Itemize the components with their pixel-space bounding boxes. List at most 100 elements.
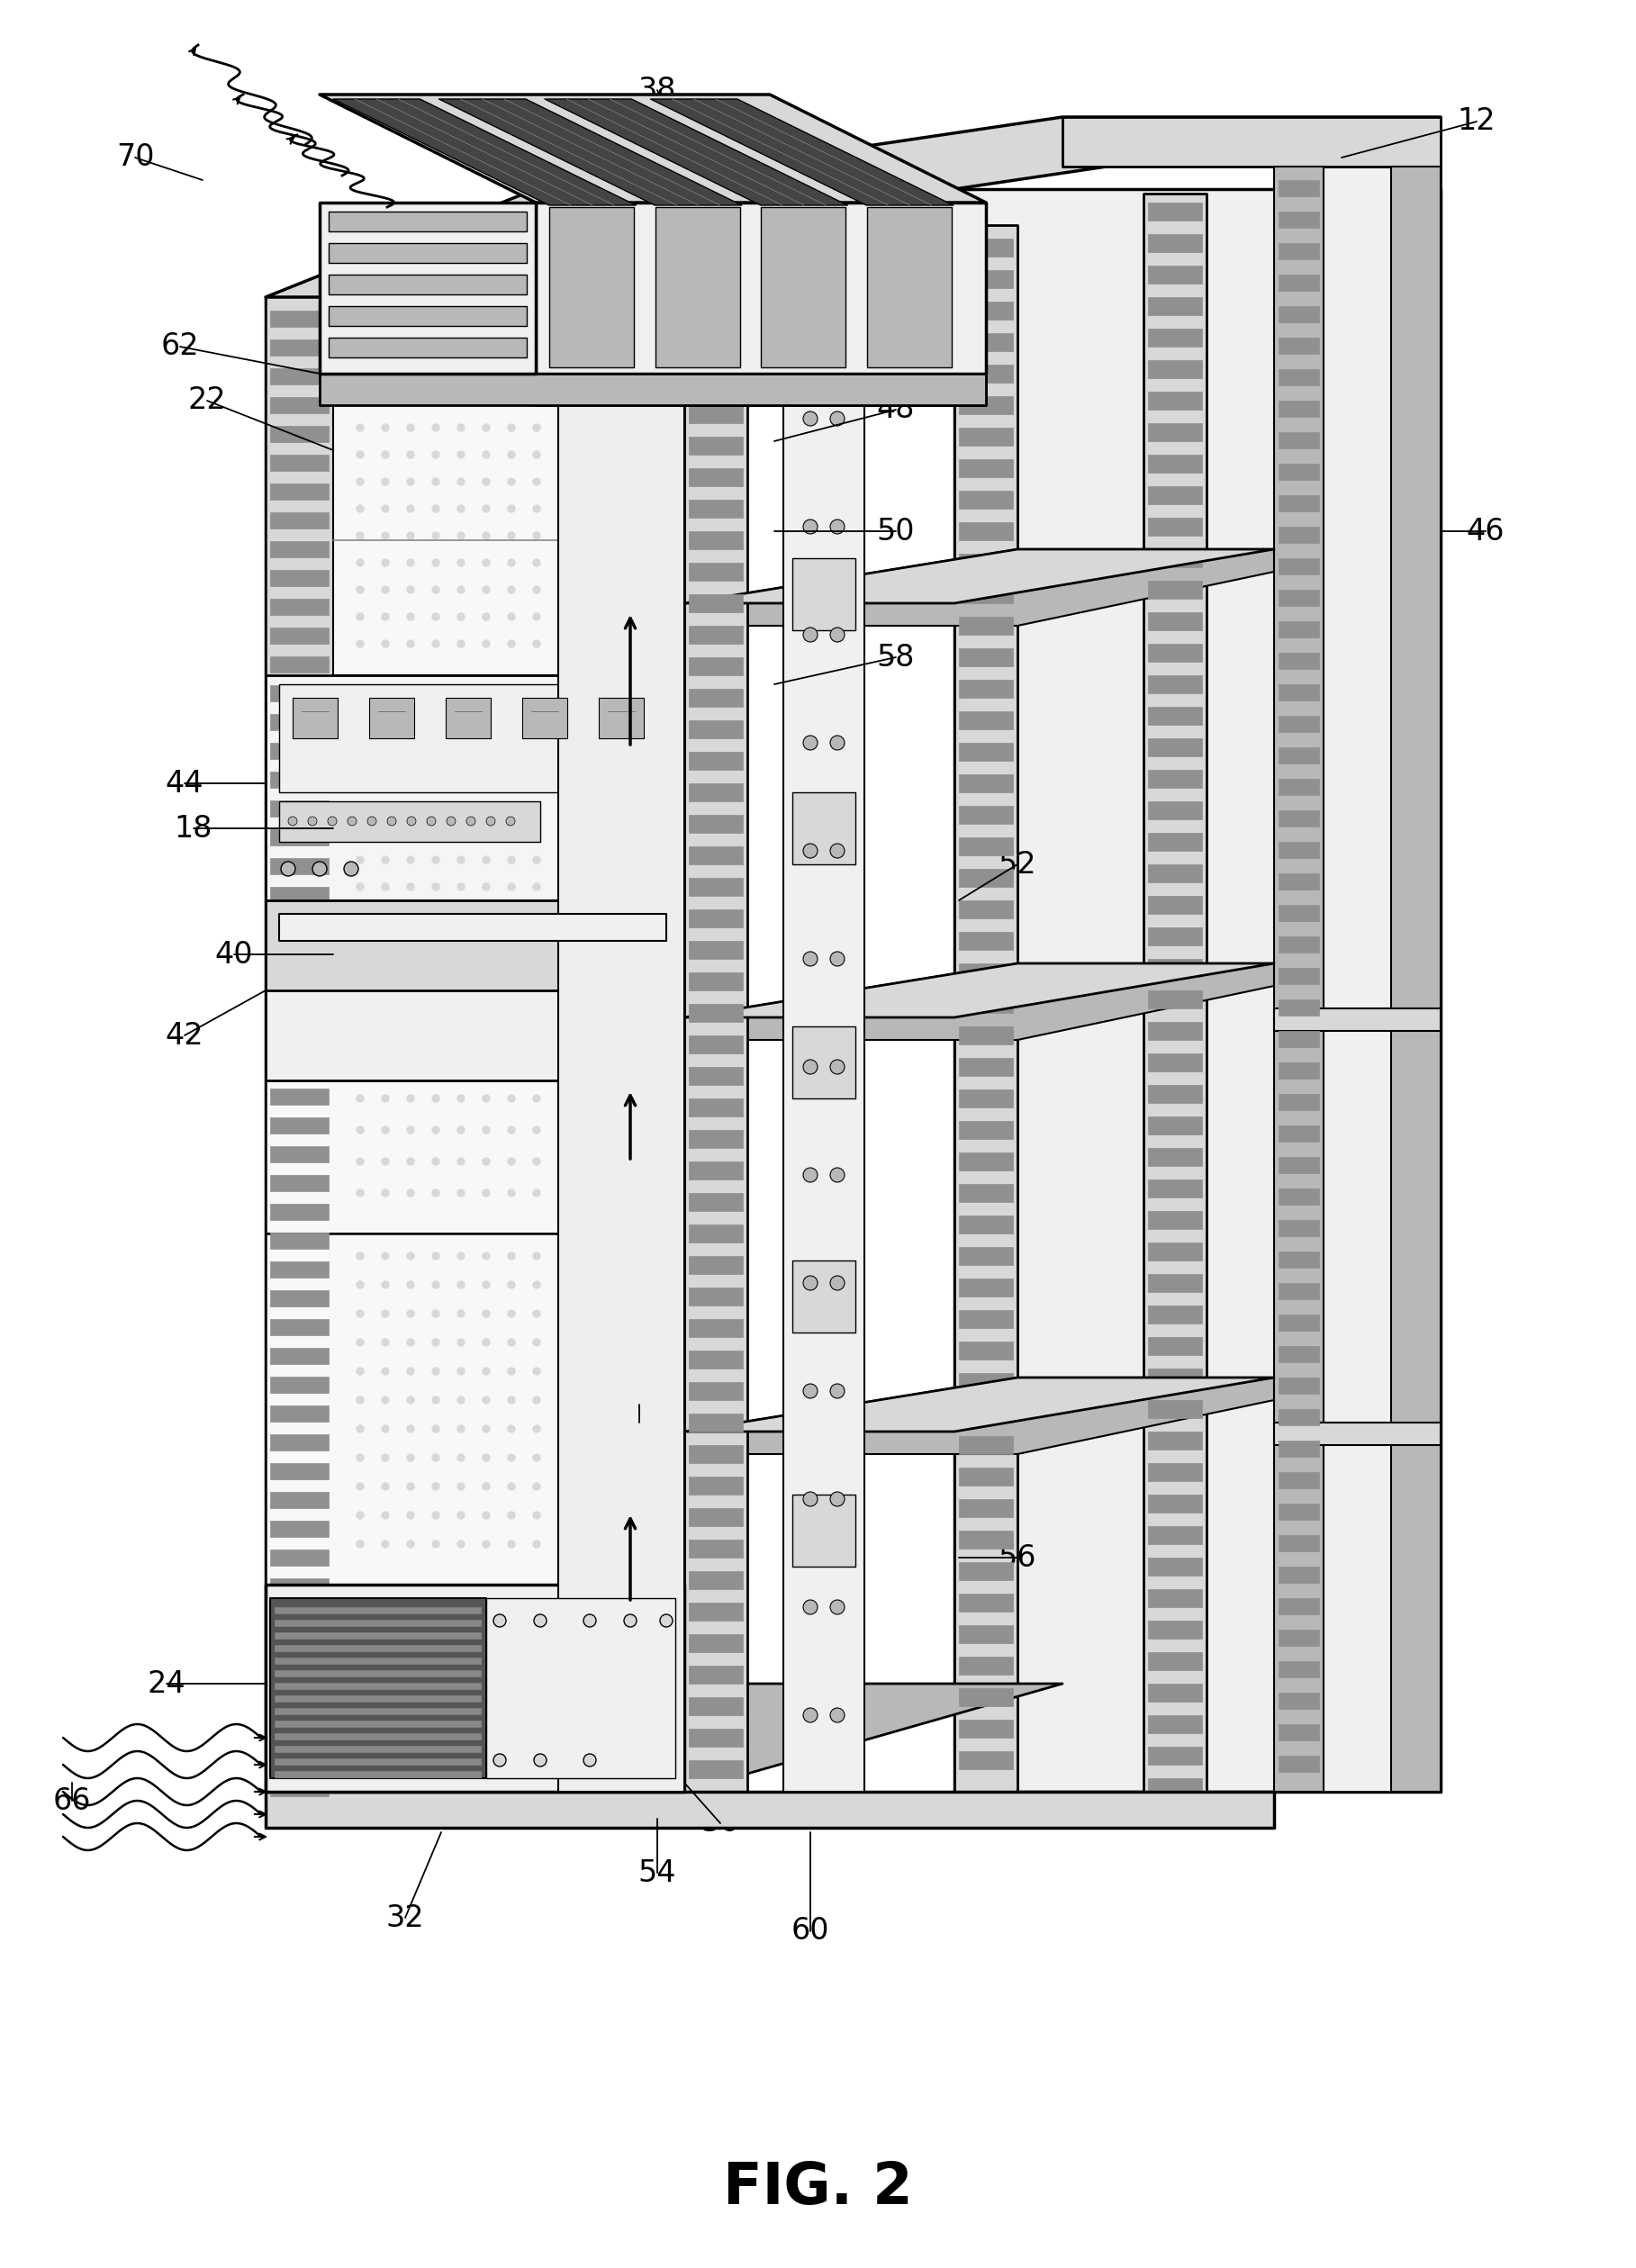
Text: 46: 46: [1466, 517, 1505, 547]
Circle shape: [803, 411, 818, 426]
Polygon shape: [275, 1733, 481, 1740]
Circle shape: [507, 1311, 515, 1318]
Circle shape: [507, 748, 515, 755]
Circle shape: [381, 694, 389, 701]
Polygon shape: [1279, 1724, 1319, 1740]
Polygon shape: [959, 1184, 1013, 1202]
Text: 60: 60: [792, 1916, 829, 1946]
Circle shape: [507, 1281, 515, 1288]
Polygon shape: [270, 943, 329, 962]
Polygon shape: [270, 1522, 329, 1538]
Circle shape: [584, 424, 591, 431]
Circle shape: [407, 1424, 414, 1433]
Circle shape: [432, 1513, 440, 1520]
Circle shape: [558, 721, 566, 728]
Polygon shape: [270, 1002, 329, 1018]
Polygon shape: [1148, 485, 1202, 503]
Circle shape: [432, 857, 440, 864]
Polygon shape: [684, 549, 1274, 603]
Polygon shape: [1148, 991, 1202, 1009]
Circle shape: [633, 533, 641, 540]
Polygon shape: [1148, 959, 1202, 978]
Polygon shape: [388, 297, 450, 1792]
Polygon shape: [1148, 1558, 1202, 1576]
Circle shape: [558, 640, 566, 646]
Circle shape: [483, 1338, 489, 1345]
Polygon shape: [689, 658, 743, 676]
Polygon shape: [270, 1261, 329, 1277]
Circle shape: [829, 519, 844, 533]
Polygon shape: [1148, 1590, 1202, 1608]
Text: 70: 70: [116, 143, 154, 172]
Circle shape: [357, 1397, 363, 1404]
Circle shape: [381, 479, 389, 485]
Polygon shape: [689, 374, 743, 392]
Circle shape: [803, 1599, 818, 1615]
Circle shape: [507, 424, 515, 431]
Polygon shape: [1148, 297, 1202, 315]
Circle shape: [633, 1338, 641, 1345]
Circle shape: [432, 1311, 440, 1318]
Circle shape: [609, 585, 615, 594]
Polygon shape: [1148, 676, 1202, 694]
Circle shape: [432, 424, 440, 431]
Circle shape: [609, 612, 615, 621]
Circle shape: [368, 816, 376, 826]
Polygon shape: [792, 324, 856, 397]
Polygon shape: [1279, 1032, 1319, 1048]
Polygon shape: [1279, 463, 1319, 481]
Polygon shape: [1279, 494, 1319, 510]
Circle shape: [609, 1252, 615, 1259]
Circle shape: [483, 640, 489, 646]
Polygon shape: [954, 188, 1441, 1792]
Polygon shape: [689, 1665, 743, 1683]
Circle shape: [803, 1383, 818, 1399]
Circle shape: [357, 585, 363, 594]
Circle shape: [432, 451, 440, 458]
Circle shape: [633, 1311, 641, 1318]
Circle shape: [483, 506, 489, 513]
Polygon shape: [270, 1145, 329, 1163]
Circle shape: [609, 1454, 615, 1461]
Polygon shape: [959, 805, 1013, 823]
Polygon shape: [1279, 873, 1319, 889]
Polygon shape: [275, 1608, 481, 1615]
Circle shape: [507, 1095, 515, 1102]
Circle shape: [533, 506, 540, 513]
Polygon shape: [689, 1635, 743, 1651]
Circle shape: [829, 411, 844, 426]
Circle shape: [407, 694, 414, 701]
Circle shape: [407, 506, 414, 513]
Circle shape: [633, 560, 641, 567]
Circle shape: [458, 640, 465, 646]
Circle shape: [407, 882, 414, 891]
Circle shape: [533, 1753, 546, 1767]
Circle shape: [803, 1168, 818, 1182]
Circle shape: [584, 1424, 591, 1433]
Circle shape: [633, 1252, 641, 1259]
Polygon shape: [270, 311, 329, 327]
Circle shape: [381, 506, 389, 513]
Polygon shape: [689, 941, 743, 959]
Polygon shape: [1279, 243, 1319, 259]
Polygon shape: [535, 202, 987, 374]
Circle shape: [458, 1127, 465, 1134]
Polygon shape: [1279, 1220, 1319, 1236]
Circle shape: [483, 612, 489, 621]
Polygon shape: [270, 655, 329, 674]
Polygon shape: [867, 206, 951, 367]
Circle shape: [407, 560, 414, 567]
Circle shape: [458, 830, 465, 837]
Circle shape: [633, 1424, 641, 1433]
Circle shape: [633, 424, 641, 431]
Polygon shape: [1279, 1472, 1319, 1488]
Polygon shape: [275, 1669, 481, 1678]
Polygon shape: [689, 1193, 743, 1211]
Circle shape: [458, 1424, 465, 1433]
Circle shape: [494, 1753, 506, 1767]
Polygon shape: [959, 302, 1013, 320]
Polygon shape: [270, 569, 329, 585]
Polygon shape: [275, 1619, 481, 1626]
Circle shape: [584, 479, 591, 485]
Circle shape: [507, 506, 515, 513]
